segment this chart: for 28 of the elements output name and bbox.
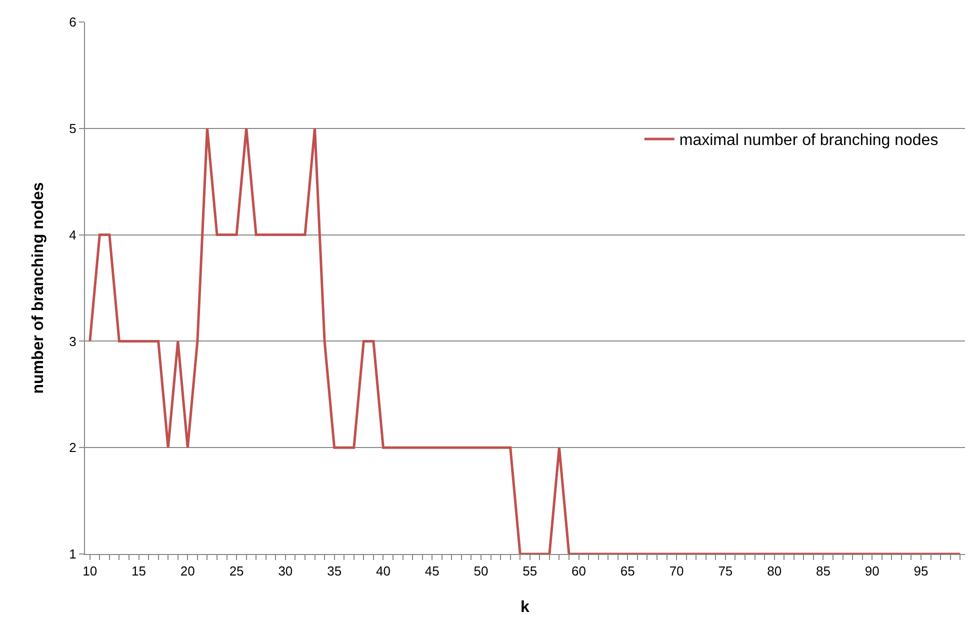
- x-tick-label: 75: [718, 564, 733, 579]
- y-tick-label: 3: [69, 334, 76, 349]
- y-axis-title: number of branching nodes: [30, 182, 47, 394]
- x-tick-label: 10: [82, 564, 98, 579]
- x-tick-label: 65: [620, 564, 635, 579]
- y-tick-label: 5: [69, 120, 76, 136]
- x-tick-label: 20: [180, 564, 195, 579]
- y-tick-label: 6: [69, 14, 76, 30]
- legend-label: maximal number of branching nodes: [679, 132, 938, 150]
- x-tick-label: 85: [816, 564, 830, 579]
- x-tick-label: 55: [522, 564, 538, 579]
- x-tick-label: 40: [376, 564, 390, 579]
- x-axis-title: k: [520, 599, 530, 616]
- x-tick-label: 45: [424, 564, 440, 579]
- x-tick-label: 35: [327, 564, 342, 579]
- x-tick-label: 80: [767, 564, 782, 579]
- x-tick-label: 70: [669, 564, 684, 579]
- line-series: [88, 127, 962, 554]
- x-tick-label: 90: [864, 564, 880, 579]
- y-tick-label: 4: [69, 227, 76, 242]
- x-tick-label: 15: [132, 564, 146, 579]
- x-tick-label: 60: [572, 564, 586, 579]
- y-tick-label: 2: [69, 440, 76, 456]
- x-tick-label: 95: [914, 564, 928, 579]
- x-tick-label: 25: [229, 564, 244, 579]
- x-tick-label: 50: [474, 564, 488, 579]
- x-tick-label: 30: [278, 564, 293, 579]
- y-tick-label: 1: [69, 546, 76, 562]
